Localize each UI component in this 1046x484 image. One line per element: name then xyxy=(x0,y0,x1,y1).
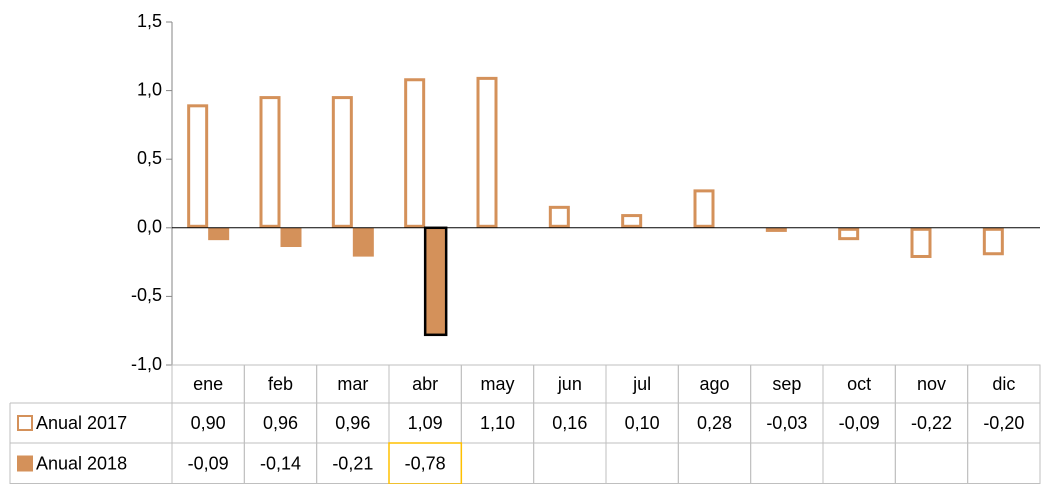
value-label: 0,28 xyxy=(697,413,732,433)
bar xyxy=(331,96,353,228)
legend-label: Anual 2018 xyxy=(36,453,127,473)
y-tick-label: -1,0 xyxy=(131,354,162,374)
bar xyxy=(208,227,230,241)
value-label: -0,22 xyxy=(911,413,952,433)
bar xyxy=(404,78,426,228)
x-tick-label: sep xyxy=(772,374,801,394)
bar xyxy=(982,227,1004,256)
y-tick-label: 1,0 xyxy=(137,79,162,99)
value-label: -0,14 xyxy=(260,453,301,473)
bar xyxy=(187,104,209,228)
y-tick-label: 0,5 xyxy=(137,148,162,168)
bar xyxy=(352,227,374,257)
bar xyxy=(476,76,498,228)
value-label: 0,90 xyxy=(191,413,226,433)
bar xyxy=(280,227,302,248)
y-tick-label: -0,5 xyxy=(131,285,162,305)
x-tick-label: ago xyxy=(699,374,729,394)
x-tick-label: oct xyxy=(847,374,871,394)
bar xyxy=(765,227,787,232)
x-tick-label: dic xyxy=(992,374,1015,394)
highlight-cell xyxy=(388,442,463,484)
value-label: 0,10 xyxy=(625,413,660,433)
legend-label: Anual 2017 xyxy=(36,413,127,433)
bar xyxy=(693,189,715,228)
value-label: 0,96 xyxy=(263,413,298,433)
table-cell xyxy=(967,364,1041,484)
value-label: -0,09 xyxy=(188,453,229,473)
x-tick-label: may xyxy=(480,374,514,394)
value-label: 0,16 xyxy=(552,413,587,433)
bar xyxy=(621,214,643,228)
bar xyxy=(548,205,570,228)
value-label: 0,96 xyxy=(335,413,370,433)
x-tick-label: nov xyxy=(917,374,946,394)
x-tick-label: feb xyxy=(268,374,293,394)
x-tick-label: ene xyxy=(193,374,223,394)
bar xyxy=(259,96,281,228)
x-tick-label: abr xyxy=(412,374,438,394)
value-label: 1,09 xyxy=(408,413,443,433)
legend-marker xyxy=(17,455,33,472)
x-tick-label: jun xyxy=(557,374,582,394)
bar xyxy=(910,227,932,258)
value-label: -0,21 xyxy=(332,453,373,473)
bar xyxy=(838,227,860,241)
value-label: -0,03 xyxy=(766,413,807,433)
value-label: -0,20 xyxy=(983,413,1024,433)
y-tick-label: 1,5 xyxy=(137,11,162,31)
x-tick-label: mar xyxy=(337,374,368,394)
value-label: -0,09 xyxy=(839,413,880,433)
x-tick-label: jul xyxy=(632,374,651,394)
y-tick-label: 0,0 xyxy=(137,217,162,237)
value-label: 1,10 xyxy=(480,413,515,433)
legend-marker xyxy=(17,415,33,431)
value-label: -0,78 xyxy=(405,453,446,473)
bar xyxy=(423,226,448,337)
